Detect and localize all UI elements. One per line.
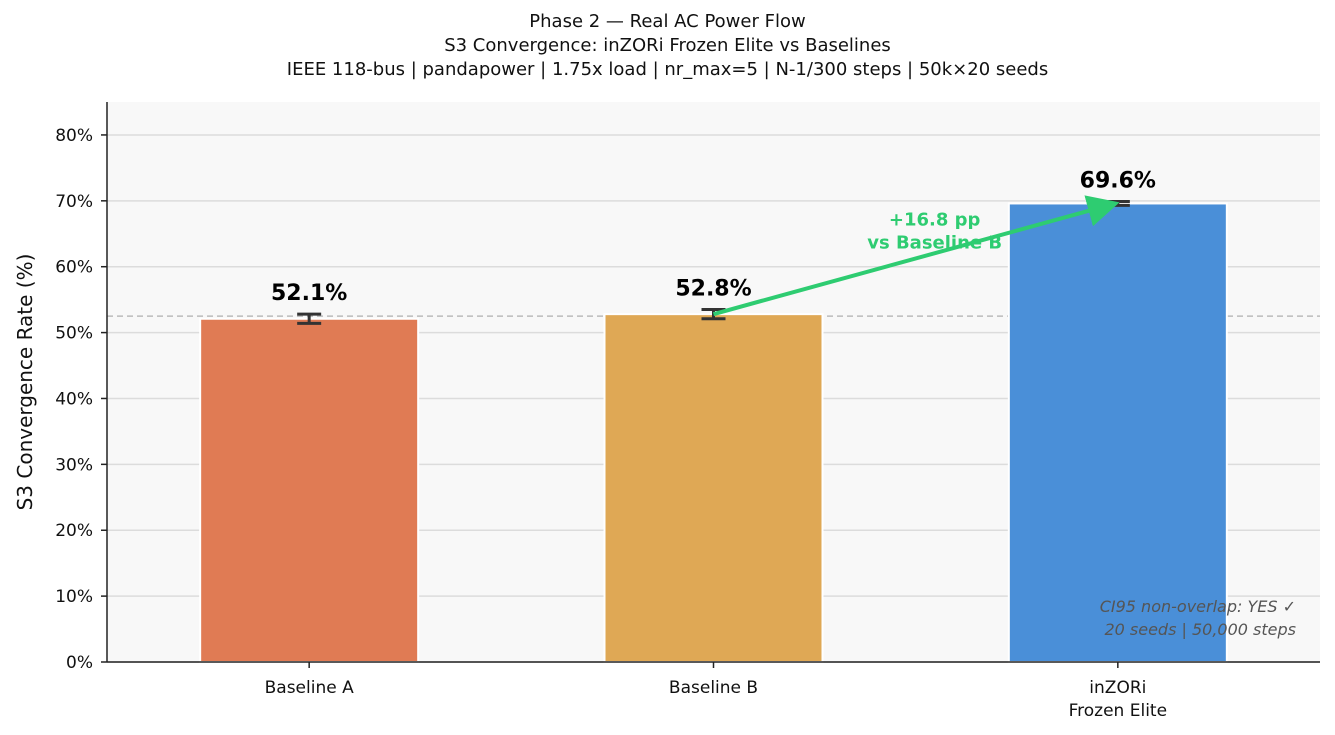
bar xyxy=(199,317,420,663)
bar xyxy=(1007,202,1228,663)
annotation-arrow xyxy=(712,195,1120,317)
data-label: 52.1% xyxy=(271,281,347,306)
y-tick-label: 10% xyxy=(55,587,93,607)
y-tick-label: 40% xyxy=(55,389,93,409)
x-tick-label: Baseline B xyxy=(669,678,758,698)
data-label: 52.8% xyxy=(675,277,751,302)
note-text: CI95 non-overlap: YES ✓ xyxy=(1100,597,1296,616)
x-tick-label: Frozen Elite xyxy=(1069,701,1167,721)
y-tick-label: 60% xyxy=(55,258,93,278)
chart-title: Phase 2 — Real AC Power Flow S3 Converge… xyxy=(0,10,1335,82)
chart-title-line: IEEE 118-bus | pandapower | 1.75x load |… xyxy=(286,59,1049,80)
annotation-text: vs Baseline B xyxy=(867,232,1002,253)
note-text: 20 seeds | 50,000 steps xyxy=(1104,620,1296,639)
data-label: 69.6% xyxy=(1080,168,1156,193)
y-tick-label: 50% xyxy=(55,324,93,344)
x-tick-label: inZORi xyxy=(1089,678,1146,698)
y-tick-label: 70% xyxy=(55,192,93,212)
y-axis-label: S3 Convergence Rate (%) xyxy=(13,254,37,511)
annotation-text: +16.8 pp xyxy=(889,209,981,230)
bar xyxy=(603,313,824,663)
y-tick-label: 20% xyxy=(55,521,93,541)
x-tick-label: Baseline A xyxy=(265,678,354,698)
y-tick-label: 30% xyxy=(55,455,93,475)
y-tick-label: 80% xyxy=(55,126,93,146)
y-tick-label: 0% xyxy=(66,653,93,673)
chart-title-line: S3 Convergence: inZORi Frozen Elite vs B… xyxy=(444,35,891,56)
chart-title-line: Phase 2 — Real AC Power Flow xyxy=(529,11,806,32)
